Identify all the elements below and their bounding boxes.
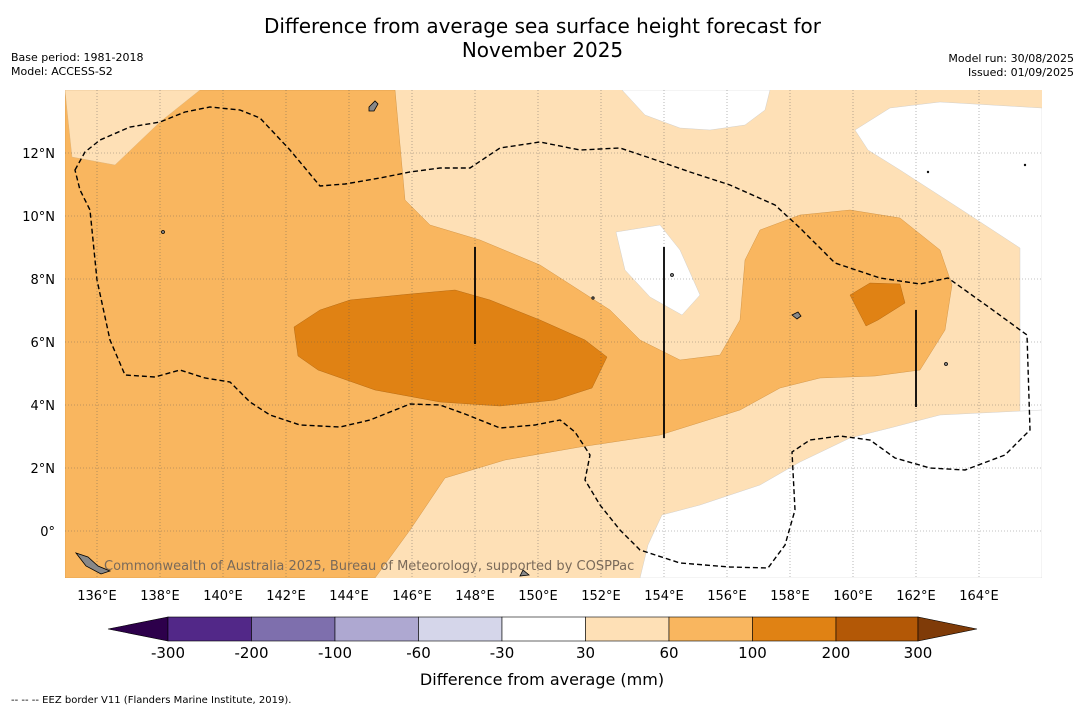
x-tick-label: 138°E: [140, 589, 180, 604]
colorbar-segment: [334, 616, 419, 642]
y-tick-label: 4°N: [31, 399, 56, 414]
x-tick-label: 136°E: [77, 589, 117, 604]
footer-note: -- -- -- EEZ border V11 (Flanders Marine…: [11, 695, 292, 706]
x-tick-label: 140°E: [203, 589, 243, 604]
colorbar-tick-label: -30: [490, 644, 515, 662]
colorbar-segment: [835, 616, 919, 642]
colorbar-under-arrow: [107, 616, 169, 642]
x-tick-label: 152°E: [581, 589, 621, 604]
x-tick-label: 158°E: [770, 589, 810, 604]
islands: [74, 100, 1027, 577]
colorbar-segment: [585, 616, 670, 642]
x-tick-label: 156°E: [707, 589, 747, 604]
x-tick-label: 146°E: [392, 589, 432, 604]
x-tick-label: 162°E: [896, 589, 936, 604]
colorbar-segment: [418, 616, 503, 642]
y-tick-label: 6°N: [31, 336, 56, 351]
colorbar-segment: [501, 616, 586, 642]
issued-date: Issued: 01/09/2025: [967, 66, 1074, 79]
chart-title: Difference from average sea surface heig…: [0, 14, 1085, 62]
colorbar-segment: [251, 616, 336, 642]
colorbar: -300 -200 -100 -60 -30 30 60 100 200 300…: [107, 616, 978, 689]
map-area: [65, 90, 1042, 578]
x-tick-label: 154°E: [644, 589, 684, 604]
eez-border: [74, 106, 1031, 569]
y-tick-label: 10°N: [22, 210, 55, 225]
colorbar-tick-label: -300: [151, 644, 185, 662]
anomaly-100-200-region-central: [293, 289, 608, 407]
colorbar-tick-label: 60: [659, 644, 678, 662]
near-average-region-southeast: [639, 409, 1042, 578]
colorbar-tick-label: -200: [234, 644, 268, 662]
x-tick-label: 150°E: [518, 589, 558, 604]
near-average-region-north: [621, 90, 771, 131]
anomaly-30-60-northwest-patch: [65, 90, 201, 166]
colorbar-tick-label: -100: [318, 644, 352, 662]
copyright-text: Commonwealth of Australia 2025, Bureau o…: [104, 559, 634, 574]
colorbar-tick-label: 300: [904, 644, 933, 662]
y-tick-label: 12°N: [22, 147, 55, 162]
colorbar-tick-label: 100: [738, 644, 767, 662]
y-tick-label: 0°: [40, 525, 55, 540]
colorbar-over-arrow: [917, 616, 978, 642]
x-tick-label: 160°E: [833, 589, 873, 604]
y-axis-ticks: 12°N 10°N 8°N 6°N 4°N 2°N 0°: [22, 147, 55, 540]
near-average-region-central: [615, 224, 701, 316]
colorbar-segment: [668, 616, 753, 642]
colorbar-tick-label: -60: [406, 644, 431, 662]
x-axis-ticks: 136°E 138°E 140°E 142°E 144°E 146°E 148°…: [77, 589, 999, 604]
title-line-2: November 2025: [461, 38, 624, 62]
model-run: Model run: 30/08/2025: [948, 52, 1074, 65]
reference-lines: [474, 247, 917, 438]
x-tick-label: 164°E: [959, 589, 999, 604]
x-tick-label: 142°E: [266, 589, 306, 604]
colorbar-title: Difference from average (mm): [420, 670, 664, 689]
y-tick-label: 2°N: [31, 462, 56, 477]
x-tick-label: 144°E: [329, 589, 369, 604]
meta-right: Model run: 30/08/2025 Issued: 01/09/2025: [948, 52, 1074, 80]
meta-left: Base period: 1981-2018 Model: ACCESS-S2: [11, 51, 143, 79]
model-name: Model: ACCESS-S2: [11, 65, 113, 78]
colorbar-segment: [752, 616, 837, 642]
title-line-1: Difference from average sea surface heig…: [263, 14, 822, 38]
anomaly-100-200-region-east: [849, 282, 906, 327]
latitude-gridlines: [65, 152, 1042, 532]
colorbar-tick-label: 30: [576, 644, 595, 662]
colorbar-segment: [167, 616, 252, 642]
colorbar-tick-label: 200: [822, 644, 851, 662]
x-tick-label: 148°E: [455, 589, 495, 604]
near-average-region-northeast: [854, 101, 1042, 578]
base-period: Base period: 1981-2018: [11, 51, 144, 64]
y-tick-label: 8°N: [31, 273, 56, 288]
